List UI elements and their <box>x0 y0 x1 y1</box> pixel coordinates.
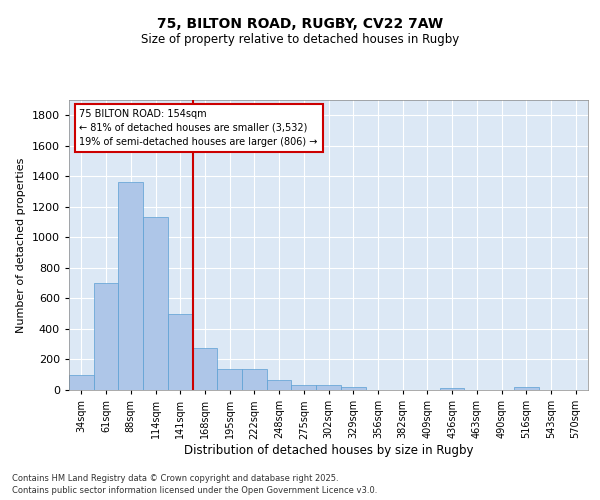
Text: 75 BILTON ROAD: 154sqm
← 81% of detached houses are smaller (3,532)
19% of semi-: 75 BILTON ROAD: 154sqm ← 81% of detached… <box>79 108 318 146</box>
Bar <box>316 385 341 390</box>
Bar <box>242 368 267 390</box>
Bar <box>267 380 292 390</box>
Bar <box>69 375 94 390</box>
Bar <box>514 388 539 390</box>
X-axis label: Distribution of detached houses by size in Rugby: Distribution of detached houses by size … <box>184 444 473 457</box>
Text: Size of property relative to detached houses in Rugby: Size of property relative to detached ho… <box>141 32 459 46</box>
Bar <box>217 368 242 390</box>
Bar <box>94 282 118 390</box>
Bar <box>193 348 217 390</box>
Text: 75, BILTON ROAD, RUGBY, CV22 7AW: 75, BILTON ROAD, RUGBY, CV22 7AW <box>157 18 443 32</box>
Bar <box>168 314 193 390</box>
Bar <box>292 384 316 390</box>
Y-axis label: Number of detached properties: Number of detached properties <box>16 158 26 332</box>
Text: Contains HM Land Registry data © Crown copyright and database right 2025.
Contai: Contains HM Land Registry data © Crown c… <box>12 474 377 495</box>
Bar <box>440 388 464 390</box>
Bar <box>341 388 365 390</box>
Bar <box>143 217 168 390</box>
Bar <box>118 182 143 390</box>
